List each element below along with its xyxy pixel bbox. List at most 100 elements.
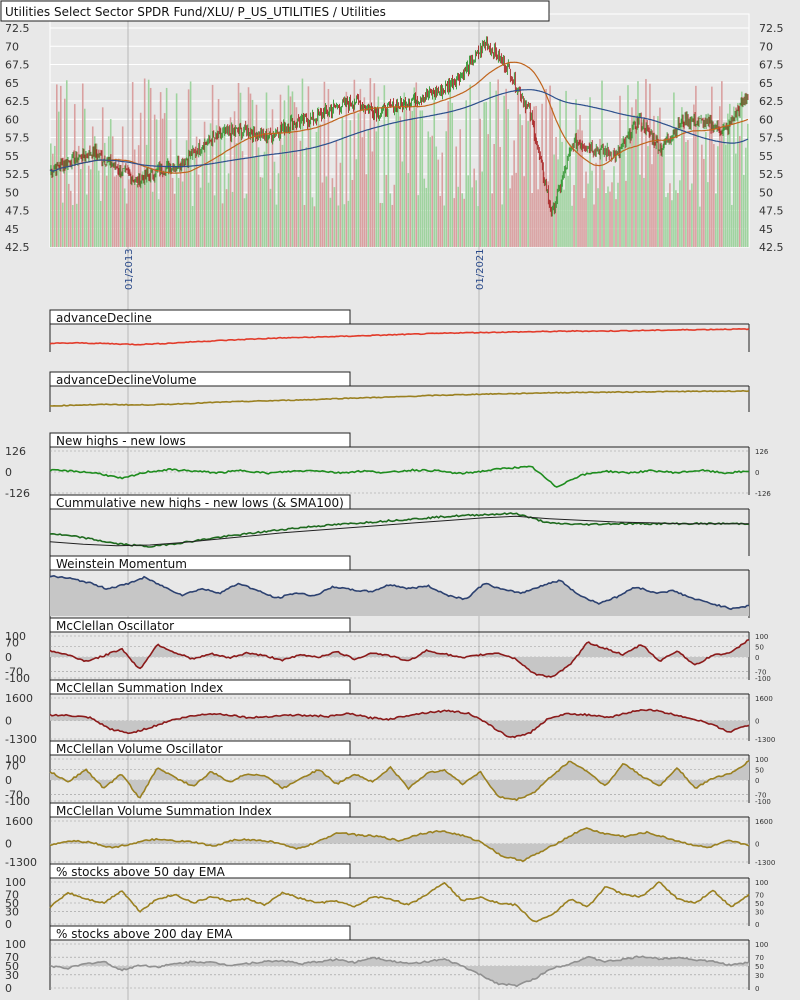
volume-bar xyxy=(363,97,366,247)
volume-bar xyxy=(639,174,641,247)
volume-bar xyxy=(319,124,322,247)
volume-bar xyxy=(75,203,78,247)
volume-bar xyxy=(131,82,134,247)
panel-y-tick-right: 30 xyxy=(755,972,764,980)
volume-bar xyxy=(485,101,487,247)
volume-bar xyxy=(635,99,637,248)
volume-bar xyxy=(223,127,226,247)
volume-bar xyxy=(459,129,462,247)
panel-label: % stocks above 50 day EMA xyxy=(56,865,226,879)
volume-bar xyxy=(293,102,296,247)
volume-bar xyxy=(427,131,430,247)
volume-bar xyxy=(203,121,206,247)
volume-bar xyxy=(177,177,180,247)
volume-bar xyxy=(477,206,479,247)
panel-label: McClellan Summation Index xyxy=(56,681,223,695)
volume-bar xyxy=(397,108,400,247)
volume-bar xyxy=(467,175,470,247)
volume-bar xyxy=(495,90,497,247)
volume-bar xyxy=(669,183,671,247)
volume-bar xyxy=(385,174,388,247)
volume-bar xyxy=(139,112,142,247)
volume-bar xyxy=(141,171,144,247)
volume-bar xyxy=(651,164,653,247)
volume-bar xyxy=(653,115,655,247)
volume-bar xyxy=(647,146,649,247)
panel-y-tick-left: 100 xyxy=(5,630,26,643)
volume-bar xyxy=(743,174,745,247)
volume-bar xyxy=(693,104,695,247)
volume-bar xyxy=(89,169,92,247)
volume-bar xyxy=(705,132,707,247)
volume-bar xyxy=(731,204,733,247)
panel-y-tick-left: 70 xyxy=(5,951,19,964)
volume-bar xyxy=(217,98,220,247)
volume-bar xyxy=(399,116,402,247)
volume-bar xyxy=(567,175,569,247)
volume-bar xyxy=(481,171,483,247)
volume-bar xyxy=(235,143,238,247)
volume-bar xyxy=(261,177,264,247)
volume-bar xyxy=(729,103,731,247)
panel-label: advanceDeclineVolume xyxy=(56,373,197,387)
volume-bar xyxy=(587,183,589,247)
volume-bar xyxy=(185,140,188,247)
volume-bar xyxy=(487,134,489,247)
volume-bar xyxy=(641,122,643,247)
volume-bar xyxy=(227,173,230,247)
volume-bar xyxy=(407,173,410,247)
panel-y-tick-left: 0 xyxy=(5,651,12,664)
panel-series-line xyxy=(49,512,750,548)
volume-bar xyxy=(627,85,629,247)
panel-series-line xyxy=(49,955,750,988)
volume-bar xyxy=(61,202,64,247)
volume-bar xyxy=(345,91,348,248)
volume-bar xyxy=(493,143,495,247)
panel-y-tick-left: 1600 xyxy=(5,815,33,828)
chart-title: Utilities Select Sector SPDR Fund/XLU/ P… xyxy=(5,5,386,19)
volume-bar xyxy=(551,107,553,247)
volume-bar xyxy=(315,131,318,247)
panel-label: % stocks above 200 day EMA xyxy=(56,927,233,941)
volume-bar xyxy=(633,115,635,247)
volume-bar xyxy=(715,193,717,247)
volume-bar xyxy=(689,189,691,247)
volume-bar xyxy=(437,159,440,247)
volume-bar xyxy=(709,114,711,247)
volume-bar xyxy=(187,89,190,247)
volume-bar xyxy=(307,86,310,247)
volume-bar xyxy=(341,116,344,247)
volume-bar xyxy=(411,110,414,247)
volume-bar xyxy=(717,146,719,247)
volume-bar xyxy=(121,126,124,247)
volume-bar xyxy=(423,178,426,247)
panel-y-tick-right: 100 xyxy=(755,756,768,764)
indicator-panel: McClellan Oscillator100700-70-100100500-… xyxy=(5,617,771,685)
panel-y-tick-right: 1600 xyxy=(755,818,773,826)
price-y-tick-right: 50 xyxy=(759,186,773,199)
panel-label: McClellan Volume Oscillator xyxy=(56,742,223,756)
volume-bar xyxy=(335,140,338,247)
volume-bar xyxy=(725,144,727,247)
panel-y-tick-left: 50 xyxy=(5,960,19,973)
price-y-tick-left: 72.5 xyxy=(5,22,30,35)
panel-y-tick-right: 100 xyxy=(755,633,768,641)
volume-bar xyxy=(465,100,468,247)
price-y-tick-left: 65 xyxy=(5,77,19,90)
volume-bar xyxy=(255,104,258,247)
volume-bar xyxy=(643,177,645,247)
volume-bar xyxy=(317,106,320,247)
volume-bar xyxy=(389,193,392,247)
volume-bar xyxy=(713,144,715,247)
volume-bar xyxy=(591,170,593,247)
volume-bar xyxy=(673,92,675,247)
volume-bar xyxy=(353,79,356,248)
volume-bar xyxy=(277,173,280,247)
volume-bar xyxy=(359,88,362,248)
volume-bar xyxy=(103,142,106,247)
price-y-tick-left: 60 xyxy=(5,113,19,126)
volume-bar xyxy=(451,102,454,247)
volume-bar xyxy=(269,188,272,247)
volume-bar xyxy=(439,196,442,247)
volume-bar xyxy=(637,81,639,248)
